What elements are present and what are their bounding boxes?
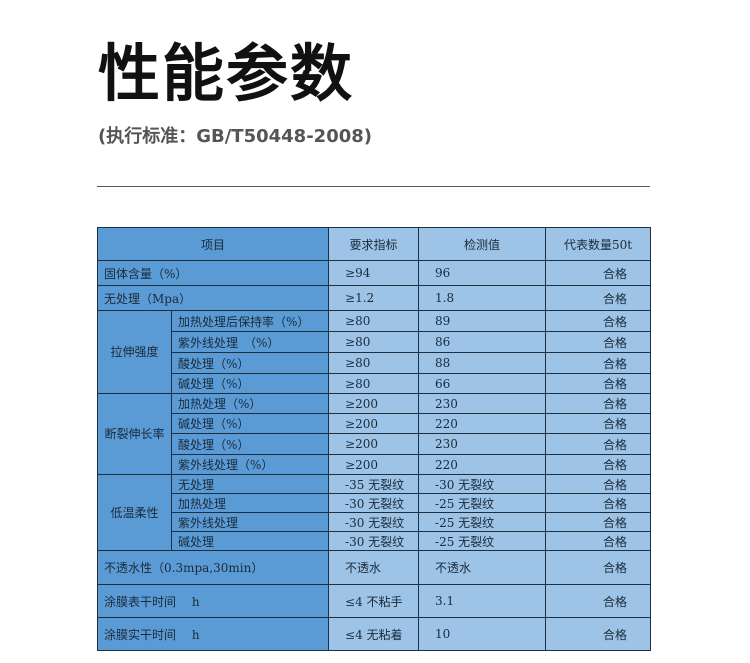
result-cell: 合格	[545, 617, 652, 651]
result-cell: 合格	[545, 584, 652, 618]
requirement-cell: ≥80	[328, 310, 420, 332]
requirement-cell: ≥200	[328, 433, 420, 455]
result-cell: 合格	[545, 493, 652, 513]
measured-cell: 220	[418, 413, 547, 434]
requirement-cell: -35 无裂纹	[328, 474, 420, 494]
measured-cell: 86	[418, 331, 547, 353]
sub-item-label: 紫外线处理（%）	[170, 454, 330, 475]
measured-cell: 66	[418, 373, 547, 394]
measured-cell: 3.1	[418, 584, 547, 618]
result-cell: 合格	[545, 512, 652, 532]
sub-item-label: 无处理	[170, 474, 330, 494]
measured-cell: 89	[418, 310, 547, 332]
result-cell: 合格	[545, 550, 652, 585]
table-row: 碱处理（%） ≥200 220 合格	[98, 413, 652, 434]
requirement-cell: ≥200	[328, 393, 420, 414]
table-row: 紫外线处理 -30 无裂纹 -25 无裂纹 合格	[98, 512, 652, 532]
sub-item-label: 加热处理	[170, 493, 330, 513]
group-label: 拉伸强度	[97, 310, 172, 394]
table-header-row: 项目 要求指标 检测值 代表数量50t	[96, 227, 652, 261]
header-measured: 检测值	[418, 227, 547, 261]
result-cell: 合格	[545, 310, 652, 332]
result-cell: 合格	[545, 260, 652, 286]
item-label: 涂膜实干时间 h	[96, 617, 330, 651]
measured-cell: 10	[418, 617, 547, 651]
table-row: 固体含量（%） ≥94 96 合格	[96, 260, 652, 286]
measured-cell: 220	[418, 454, 547, 475]
table-row: 加热处理 -30 无裂纹 -25 无裂纹 合格	[98, 493, 652, 513]
header-requirement: 要求指标	[328, 227, 420, 261]
sub-item-label: 加热处理后保持率（%）	[170, 310, 330, 332]
group-label: 断裂伸长率	[97, 393, 172, 475]
requirement-cell: ≥80	[328, 352, 420, 374]
result-cell: 合格	[545, 331, 652, 353]
result-cell: 合格	[545, 474, 652, 494]
item-label: 不透水性（0.3mpa,30min）	[96, 550, 330, 585]
requirement-cell: -30 无裂纹	[328, 512, 420, 532]
result-cell: 合格	[545, 285, 652, 311]
measured-cell: -30 无裂纹	[418, 474, 547, 494]
requirement-cell: ≥80	[328, 331, 420, 353]
sub-item-label: 酸处理（%）	[170, 352, 330, 374]
result-cell: 合格	[545, 413, 652, 434]
group-label: 低温柔性	[97, 474, 172, 551]
header-quantity: 代表数量50t	[545, 227, 652, 261]
table-row: 涂膜实干时间 h ≤4 无粘着 10 合格	[96, 617, 652, 651]
measured-cell: 230	[418, 393, 547, 414]
result-cell: 合格	[545, 373, 652, 394]
requirement-cell: ≤4 无粘着	[328, 617, 420, 651]
header-item: 项目	[96, 227, 330, 261]
table-row: 断裂伸长率 加热处理（%） ≥200 230 合格	[97, 393, 652, 475]
table-row: 紫外线处理（%） ≥200 220 合格	[98, 454, 652, 475]
table-row: 酸处理（%） ≥200 230 合格	[98, 433, 652, 455]
measured-cell: 88	[418, 352, 547, 374]
requirement-cell: ≥200	[328, 454, 420, 475]
divider	[97, 186, 650, 187]
measured-cell: -25 无裂纹	[418, 512, 547, 532]
requirement-cell: -30 无裂纹	[328, 531, 420, 551]
standard-subtitle: (执行标准：GB/T50448-2008)	[98, 126, 372, 147]
measured-cell: -25 无裂纹	[418, 531, 547, 551]
table-row: 碱处理（%） ≥80 66 合格	[98, 373, 652, 394]
item-label: 涂膜表干时间 h	[96, 584, 330, 618]
table-row: 低温柔性 无处理 -35 无裂纹 -30 无裂纹 合格	[97, 474, 652, 551]
result-cell: 合格	[545, 433, 652, 455]
requirement-cell: ≥200	[328, 413, 420, 434]
page-title: 性能参数	[98, 37, 355, 110]
item-label: 固体含量（%）	[96, 260, 330, 286]
measured-cell: 230	[418, 433, 547, 455]
requirement-cell: ≤4 不粘手	[328, 584, 420, 618]
table-row: 酸处理（%） ≥80 88 合格	[98, 352, 652, 374]
item-label: 无处理（Mpa）	[96, 285, 330, 311]
sub-item-label: 加热处理（%）	[170, 393, 330, 414]
requirement-cell: -30 无裂纹	[328, 493, 420, 513]
requirement-cell: ≥94	[328, 260, 420, 286]
table-row: 不透水性（0.3mpa,30min） 不透水 不透水 合格	[96, 550, 652, 585]
sub-item-label: 碱处理	[170, 531, 330, 551]
sub-item-label: 紫外线处理	[170, 512, 330, 532]
result-cell: 合格	[545, 393, 652, 414]
measured-cell: -25 无裂纹	[418, 493, 547, 513]
sub-item-label: 碱处理（%）	[170, 413, 330, 434]
table-row: 拉伸强度 加热处理后保持率（%） ≥80 89 合格	[97, 310, 652, 394]
table-row: 碱处理 -30 无裂纹 -25 无裂纹 合格	[98, 531, 652, 551]
sub-item-label: 紫外线处理 （%）	[170, 331, 330, 353]
table-row: 无处理（Mpa） ≥1.2 1.8 合格	[96, 285, 652, 311]
requirement-cell: ≥80	[328, 373, 420, 394]
measured-cell: 1.8	[418, 285, 547, 311]
table-row: 紫外线处理 （%） ≥80 86 合格	[98, 331, 652, 353]
requirement-cell: ≥1.2	[328, 285, 420, 311]
table-row: 涂膜表干时间 h ≤4 不粘手 3.1 合格	[96, 584, 652, 618]
sub-item-label: 酸处理（%）	[170, 433, 330, 455]
sub-item-label: 碱处理（%）	[170, 373, 330, 394]
result-cell: 合格	[545, 352, 652, 374]
performance-table: 项目 要求指标 检测值 代表数量50t 固体含量（%） ≥94 96 合格 无处理（Mpa） ≥1…	[96, 227, 652, 651]
requirement-cell: 不透水	[328, 550, 420, 585]
result-cell: 合格	[545, 531, 652, 551]
result-cell: 合格	[545, 454, 652, 475]
measured-cell: 不透水	[418, 550, 547, 585]
measured-cell: 96	[418, 260, 547, 286]
